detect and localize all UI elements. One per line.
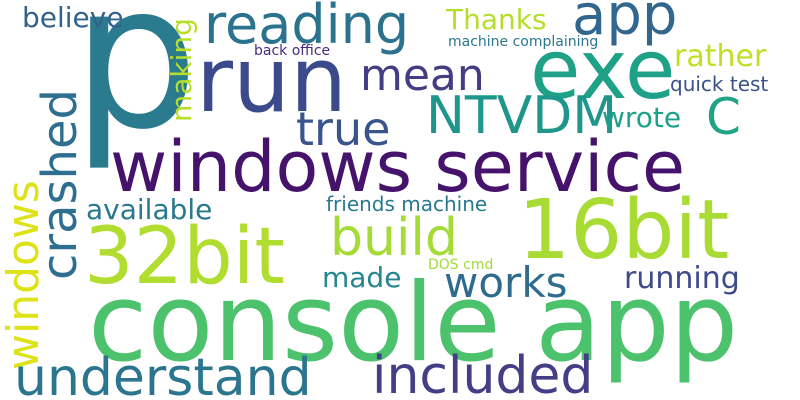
word-rather: rather: [674, 39, 767, 74]
word-machine-complaining: machine complaining: [448, 34, 599, 50]
word-making: making: [165, 18, 198, 122]
word-available: available: [86, 193, 213, 226]
word-true: true: [296, 102, 391, 156]
word-dos-cmd: DOS cmd: [428, 257, 494, 273]
word-16bit: 16bit: [518, 183, 730, 278]
word-exe: exe: [530, 23, 676, 118]
word-running: running: [624, 261, 740, 296]
word-thanks: Thanks: [446, 3, 547, 36]
word-back-office: back office: [254, 43, 331, 59]
word-app: app: [572, 0, 678, 48]
word-made: made: [322, 261, 402, 294]
word-friends-machine: friends machine: [326, 192, 488, 216]
word-understand: understand: [14, 348, 312, 400]
word-run: run: [196, 28, 348, 133]
word-32bit: 32bit: [84, 212, 286, 302]
word-quick-test: quick test: [670, 72, 769, 96]
word-believe: believe: [22, 1, 124, 34]
word-ntvdm: NTVDM: [426, 86, 618, 146]
word-works: works: [444, 258, 568, 307]
word-windows-service: windows service: [110, 126, 686, 208]
word-c: C: [706, 88, 741, 146]
word-p: p: [72, 0, 199, 174]
word-reading: reading: [204, 0, 410, 56]
word-mean: mean: [360, 50, 485, 101]
word-windows: windows: [0, 180, 49, 370]
word-build: build: [330, 208, 458, 268]
word-included: included: [372, 346, 594, 400]
word-console-app: console app: [88, 261, 739, 386]
word-wrote: wrote: [602, 101, 682, 134]
